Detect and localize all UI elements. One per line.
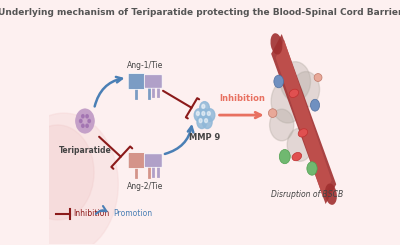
FancyBboxPatch shape — [144, 154, 162, 167]
Text: Teriparatide: Teriparatide — [58, 146, 111, 155]
Circle shape — [271, 79, 304, 123]
Ellipse shape — [292, 152, 302, 161]
Circle shape — [200, 109, 209, 122]
Circle shape — [310, 99, 320, 111]
Circle shape — [200, 102, 209, 114]
Text: Inhibition: Inhibition — [219, 94, 265, 103]
Circle shape — [202, 116, 212, 129]
Circle shape — [85, 110, 91, 118]
Circle shape — [292, 72, 320, 107]
Circle shape — [202, 104, 205, 108]
Text: MMP 9: MMP 9 — [189, 133, 220, 142]
Circle shape — [82, 110, 88, 117]
Circle shape — [77, 113, 83, 121]
Circle shape — [88, 119, 90, 122]
Circle shape — [205, 109, 215, 122]
Circle shape — [82, 115, 84, 118]
Circle shape — [79, 110, 85, 118]
Ellipse shape — [325, 184, 337, 205]
Circle shape — [194, 109, 204, 122]
Circle shape — [196, 111, 199, 115]
Circle shape — [79, 124, 85, 132]
FancyBboxPatch shape — [144, 75, 162, 88]
Circle shape — [85, 124, 91, 132]
Circle shape — [207, 111, 210, 115]
Circle shape — [197, 116, 207, 129]
Circle shape — [86, 124, 88, 127]
Circle shape — [287, 128, 313, 161]
Circle shape — [204, 119, 208, 122]
Circle shape — [86, 115, 88, 118]
Circle shape — [87, 113, 93, 121]
Ellipse shape — [298, 129, 308, 137]
Ellipse shape — [289, 89, 298, 98]
Circle shape — [82, 125, 88, 133]
Circle shape — [270, 109, 294, 141]
Circle shape — [80, 119, 82, 122]
Text: Underlying mechanism of Teriparatide protecting the Blood-Spinal Cord Barrier: Underlying mechanism of Teriparatide pro… — [0, 8, 400, 17]
Ellipse shape — [270, 33, 282, 55]
Text: Ang-2/Tie: Ang-2/Tie — [127, 182, 164, 191]
Text: Inhibition: Inhibition — [73, 209, 109, 219]
Ellipse shape — [268, 109, 277, 117]
Circle shape — [82, 124, 84, 127]
Circle shape — [307, 162, 317, 175]
Ellipse shape — [314, 74, 322, 82]
Polygon shape — [271, 34, 336, 204]
Circle shape — [9, 113, 118, 245]
Circle shape — [202, 111, 205, 115]
Circle shape — [88, 117, 94, 125]
Circle shape — [199, 119, 202, 122]
FancyBboxPatch shape — [128, 74, 145, 89]
Circle shape — [77, 121, 83, 129]
Circle shape — [21, 125, 94, 220]
Circle shape — [274, 75, 284, 88]
FancyBboxPatch shape — [128, 153, 145, 169]
Text: Ang-1/Tie: Ang-1/Tie — [127, 61, 164, 70]
Text: Promotion: Promotion — [114, 209, 153, 219]
Circle shape — [280, 62, 310, 101]
Circle shape — [76, 117, 82, 125]
Circle shape — [87, 121, 93, 129]
Polygon shape — [276, 40, 332, 198]
Circle shape — [279, 149, 290, 164]
Text: Disruption of BSCB: Disruption of BSCB — [271, 190, 344, 199]
Circle shape — [76, 109, 94, 133]
